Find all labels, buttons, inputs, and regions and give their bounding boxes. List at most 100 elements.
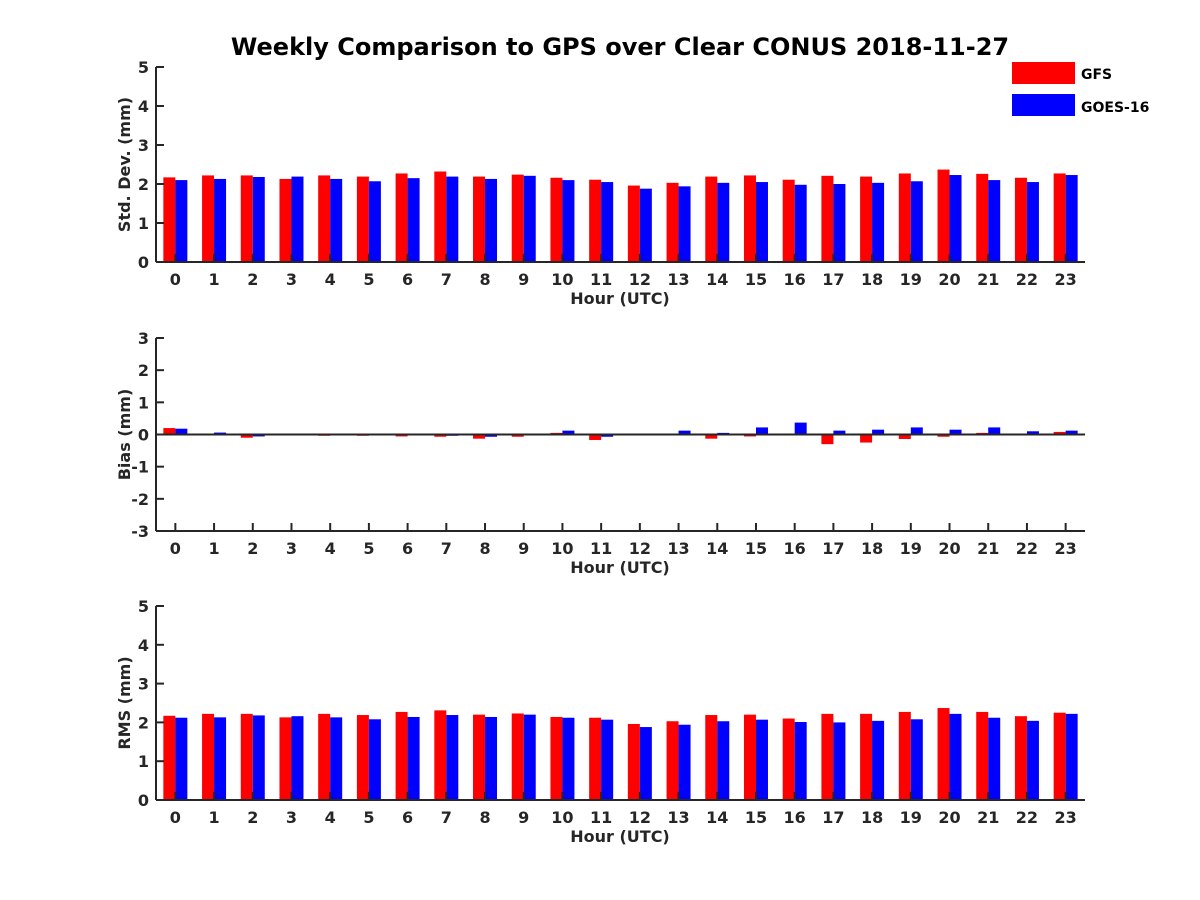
x-tick-label: 6 [402, 270, 413, 289]
legend-label-goes16: GOES-16 [1081, 100, 1149, 116]
x-tick-label: 10 [551, 808, 573, 827]
x-tick-label: 1 [208, 539, 219, 558]
y-tick-label: -2 [131, 490, 149, 509]
y-tick-label: 3 [138, 329, 149, 348]
bar-goes16-hour-22 [1026, 720, 1039, 800]
x-tick-label: 18 [861, 808, 883, 827]
x-tick-label: 3 [286, 808, 297, 827]
bar-goes16-hour-22 [1026, 182, 1039, 262]
bar-gfs-hour-22 [1014, 716, 1027, 800]
x-tick-label: 8 [479, 539, 490, 558]
bar-gfs-hour-17 [821, 713, 834, 800]
x-tick-label: 21 [977, 808, 999, 827]
y-tick-label: -3 [131, 522, 149, 541]
x-tick-label: 13 [667, 270, 689, 289]
bar-goes16-hour-17 [833, 722, 846, 800]
y-tick-label: 1 [138, 752, 149, 771]
bar-goes16-hour-11 [601, 719, 614, 800]
bar-gfs-hour-2 [240, 713, 253, 800]
bar-goes16-hour-15 [755, 719, 768, 800]
x-tick-label: 14 [706, 539, 728, 558]
x-tick-label: 7 [441, 270, 452, 289]
x-tick-label: 15 [745, 270, 767, 289]
x-tick-label: 7 [441, 539, 452, 558]
x-tick-label: 11 [590, 270, 612, 289]
chart-title: Weekly Comparison to GPS over Clear CONU… [231, 33, 1009, 61]
x-tick-label: 23 [1055, 539, 1077, 558]
x-tick-label: 8 [479, 808, 490, 827]
bar-goes16-hour-3 [291, 176, 304, 262]
x-tick-label: 22 [1016, 270, 1038, 289]
x-tick-label: 1 [208, 270, 219, 289]
bar-goes16-hour-23 [1065, 430, 1078, 435]
bar-gfs-hour-19 [898, 434, 911, 439]
chart-legend: GFS GOES-16 [1012, 62, 1149, 116]
bar-gfs-hour-9 [511, 713, 524, 800]
x-tick-label: 7 [441, 808, 452, 827]
bar-gfs-hour-17 [821, 434, 834, 445]
x-tick-label: 20 [938, 539, 960, 558]
x-tick-label: 18 [861, 270, 883, 289]
x-tick-label: 23 [1055, 270, 1077, 289]
y-tick-label: 0 [138, 791, 149, 810]
bar-gfs-hour-13 [666, 182, 679, 262]
bar-gfs-hour-19 [898, 173, 911, 262]
bar-gfs-hour-6 [395, 711, 408, 800]
bar-gfs-hour-5 [356, 176, 369, 262]
x-tick-label: 20 [938, 270, 960, 289]
bar-goes16-hour-14 [717, 182, 730, 262]
bar-goes16-hour-23 [1065, 175, 1078, 262]
x-tick-label: 19 [900, 808, 922, 827]
x-axis-label: Hour (UTC) [570, 289, 670, 308]
bar-goes16-hour-0 [175, 428, 188, 435]
x-tick-label: 17 [822, 808, 844, 827]
x-tick-label: 23 [1055, 808, 1077, 827]
legend-label-gfs: GFS [1081, 67, 1112, 83]
x-tick-label: 6 [402, 808, 413, 827]
bar-goes16-hour-18 [872, 182, 885, 262]
bar-goes16-hour-8 [485, 178, 498, 262]
bar-gfs-hour-20 [937, 708, 950, 800]
x-tick-label: 15 [745, 808, 767, 827]
x-tick-label: 11 [590, 808, 612, 827]
bar-goes16-hour-6 [407, 178, 420, 262]
bar-goes16-hour-19 [910, 719, 923, 800]
bar-gfs-hour-11 [589, 434, 602, 440]
x-tick-label: 0 [170, 539, 181, 558]
bar-gfs-hour-3 [279, 717, 292, 800]
bar-goes16-hour-10 [562, 430, 575, 435]
bar-gfs-hour-16 [782, 179, 795, 262]
bar-gfs-hour-23 [1053, 431, 1066, 435]
bar-goes16-hour-21 [988, 717, 1001, 800]
bar-goes16-hour-8 [485, 716, 498, 800]
y-tick-label: 0 [138, 426, 149, 445]
x-tick-label: 5 [363, 808, 374, 827]
bar-goes16-hour-17 [833, 430, 846, 435]
bar-goes16-hour-14 [717, 721, 730, 800]
bar-goes16-hour-9 [523, 175, 536, 262]
x-tick-label: 12 [629, 270, 651, 289]
x-tick-label: 13 [667, 808, 689, 827]
bar-gfs-hour-1 [202, 175, 215, 262]
bar-gfs-hour-12 [627, 185, 640, 262]
bar-gfs-hour-2 [240, 175, 253, 262]
x-tick-label: 5 [363, 539, 374, 558]
bar-goes16-hour-21 [988, 427, 1001, 435]
bar-gfs-hour-22 [1014, 177, 1027, 262]
bar-goes16-hour-10 [562, 717, 575, 800]
bar-gfs-hour-18 [860, 434, 873, 443]
bar-goes16-hour-13 [678, 186, 691, 262]
y-tick-label: 0 [138, 253, 149, 272]
x-tick-label: 21 [977, 539, 999, 558]
bar-gfs-hour-9 [511, 434, 524, 437]
bar-gfs-hour-14 [705, 715, 718, 800]
x-tick-label: 9 [518, 539, 529, 558]
bar-goes16-hour-13 [678, 430, 691, 435]
bar-goes16-hour-18 [872, 429, 885, 435]
bar-gfs-hour-12 [627, 723, 640, 800]
bar-gfs-hour-17 [821, 175, 834, 262]
x-tick-label: 18 [861, 539, 883, 558]
bar-gfs-hour-0 [163, 177, 176, 262]
bar-goes16-hour-3 [291, 716, 304, 800]
